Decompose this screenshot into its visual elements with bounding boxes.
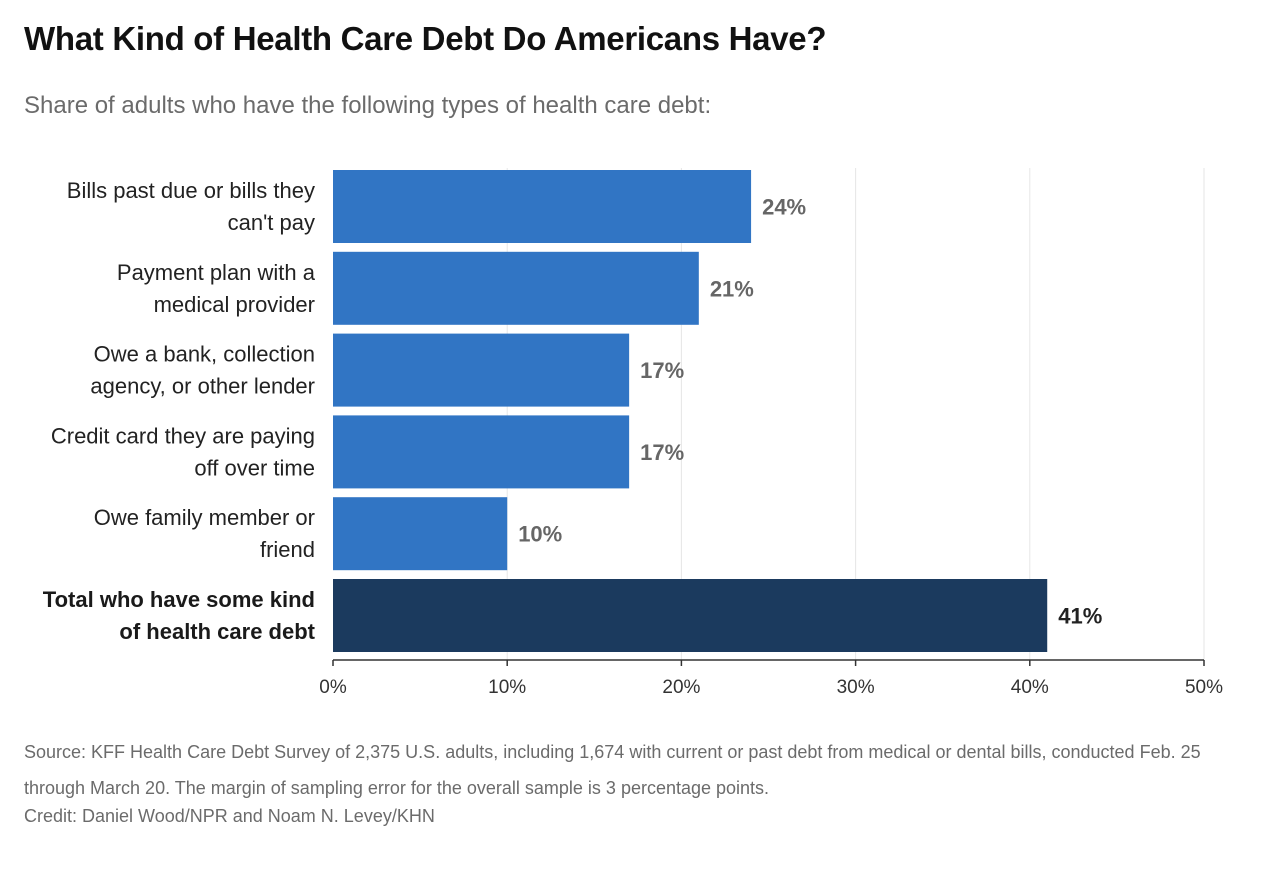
bar-chart: 24% Bills past due or bills they can't pay…	[43, 168, 1223, 698]
category-label: Credit card they are paying off over time	[51, 423, 315, 480]
bar	[333, 170, 752, 243]
bar	[333, 415, 630, 489]
chart-subtitle: Share of adults who have the following t…	[24, 92, 712, 119]
category-label: Owe a bank, collection agency, or other l…	[90, 342, 315, 399]
source-note: Source: KFF Health Care Debt Survey of 2…	[24, 742, 1201, 798]
bar-value-label: 24%	[762, 195, 806, 220]
x-tick-label: 40%	[1011, 677, 1049, 698]
x-tick-label: 30%	[837, 677, 875, 698]
bar-value-label: 17%	[640, 358, 684, 383]
bar-value-label: 10%	[518, 522, 562, 547]
category-label: Total who have some kind of health care d…	[43, 587, 316, 644]
x-tick-label: 10%	[488, 677, 526, 698]
bar	[333, 251, 699, 325]
category-label: Owe family member or friend	[94, 505, 315, 562]
category-label: Bills past due or bills they can't pay	[67, 178, 315, 235]
credit-note: Credit: Daniel Wood/NPR and Noam N. Leve…	[24, 806, 435, 826]
x-tick-label: 20%	[662, 677, 700, 698]
bar	[333, 579, 1048, 652]
bar	[333, 497, 508, 571]
x-tick-label: 0%	[319, 677, 347, 698]
x-tick-label: 50%	[1185, 677, 1223, 698]
category-label: Payment plan with a medical provider	[117, 260, 316, 317]
chart-title: What Kind of Health Care Debt Do America…	[24, 20, 827, 57]
bar	[333, 333, 630, 407]
bar-value-label: 17%	[640, 440, 684, 465]
bar-value-label: 21%	[710, 276, 754, 301]
bar-value-label: 41%	[1058, 604, 1102, 629]
